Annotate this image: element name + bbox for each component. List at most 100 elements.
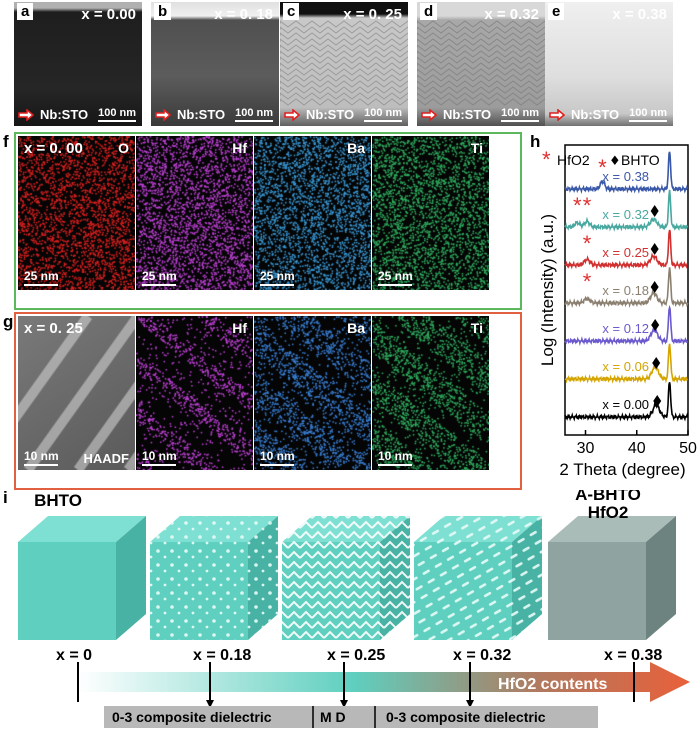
- scale-bar: 25 nm: [142, 269, 177, 286]
- xrd-series: x = 0.25 *: [564, 229, 688, 270]
- cube-texture: [150, 542, 248, 640]
- scale-bar-label: 10 nm: [24, 449, 59, 463]
- tem-texture: [280, 20, 408, 106]
- eds-noise: [18, 136, 135, 290]
- cube-texture: [282, 542, 380, 640]
- scale-bar-label: 100 nm: [364, 107, 402, 119]
- cube-texture: [150, 516, 278, 542]
- x-tick-label: 30: [577, 440, 595, 457]
- scale-bar: 100 nm: [364, 107, 402, 122]
- eds-noise: [372, 316, 489, 470]
- region-bar: [104, 706, 598, 728]
- tick-label: x = 0: [56, 647, 92, 664]
- hfo2-content-axis: HfO2 contents x = 0 x = 0.18 x = 0.25 x = 0.…: [56, 647, 690, 728]
- cube-texture: [248, 516, 278, 640]
- tick-arrowhead: [466, 700, 474, 708]
- element-label: Hf: [232, 140, 247, 156]
- eds-map-ti: Ti 10 nm: [372, 316, 489, 470]
- tem-panel-d: d x = 0.32 Nb:STO 100 nm: [417, 2, 545, 126]
- cube-face: [18, 542, 116, 640]
- x-label: x = 0.00: [81, 6, 136, 23]
- panel-letter-f: f: [3, 132, 9, 151]
- axis-tick: x = 0: [56, 647, 92, 702]
- panel-letter-i: i: [3, 488, 8, 507]
- series-label: x = 0.25: [602, 245, 649, 260]
- eds-map-hf: Hf 10 nm: [136, 316, 253, 470]
- cube-texture: [512, 516, 542, 640]
- cube-texture: [282, 516, 410, 542]
- arrow-label: HfO2 contents: [498, 676, 607, 693]
- scale-bar: 100 nm: [501, 107, 539, 122]
- scale-bar-label: 100 nm: [629, 107, 667, 119]
- hfo2-marker: *: [583, 269, 592, 294]
- scale-bar-label: 10 nm: [142, 449, 177, 463]
- scale-bar-label: 10 nm: [378, 449, 413, 463]
- hfo2-marker: *: [583, 193, 592, 218]
- scale-bar: 100 nm: [235, 107, 273, 122]
- xrd-line: [564, 343, 689, 384]
- series-label: x = 0.06: [602, 359, 649, 374]
- scale-bar: 25 nm: [24, 269, 59, 286]
- series-label: x = 0.12: [602, 321, 649, 336]
- scale-bar-label: 100 nm: [98, 107, 136, 119]
- panel-letter-a: a: [17, 3, 34, 20]
- scale-bar: 10 nm: [260, 449, 295, 466]
- cube-face: [548, 516, 676, 542]
- scale-bar-line: [142, 284, 176, 286]
- scale-bar-label: 100 nm: [501, 107, 539, 119]
- eds-frame-f: [14, 132, 522, 310]
- cube-texture: [380, 516, 410, 640]
- x-label: x = 0. 25: [343, 6, 402, 23]
- cube-face: [18, 516, 146, 542]
- tem-panel-e: e x = 0.38 Nb:STO 100 nm: [545, 2, 673, 126]
- scale-bar-line: [378, 464, 412, 466]
- xrd-legend: * HfO2 ♦ BHTO: [542, 147, 660, 172]
- element-label: Ti: [470, 320, 483, 336]
- scale-bar-line: [235, 120, 273, 122]
- xrd-axes: 30 40 50 2 Theta (degree) Log (Intensity) (a…: [538, 144, 697, 479]
- bhto-marker: [653, 395, 662, 407]
- panel-letter-c: c: [283, 3, 300, 20]
- substrate-label: Nb:STO: [443, 107, 492, 122]
- cube-texture: [414, 542, 512, 640]
- xrd-series: x = 0.18 *: [564, 267, 689, 309]
- tem-texture: [417, 20, 545, 106]
- substrate-label: Nb:STO: [306, 107, 355, 122]
- substrate-label: Nb:STO: [571, 107, 620, 122]
- cube-1: BHTO: [18, 491, 146, 640]
- legend-hfo2-label: HfO2: [557, 152, 590, 168]
- scale-bar: 25 nm: [260, 269, 295, 286]
- composition-label: x = 0. 00: [24, 140, 83, 157]
- tick-label: x = 0.32: [453, 647, 511, 664]
- xrd-chart: 30 40 50 2 Theta (degree) Log (Intensity) (a…: [538, 144, 697, 479]
- tick-arrowhead: [206, 700, 214, 708]
- eds-frame-g: [14, 312, 522, 490]
- series-label: x = 0.18: [602, 283, 649, 298]
- hfo2-arrow: [78, 662, 690, 702]
- panel-letter-d: d: [420, 3, 438, 20]
- eds-noise: [136, 136, 253, 290]
- panel-letter-e: e: [548, 3, 565, 20]
- tem-panel-a: a x = 0.00 Nb:STO 100 nm: [14, 2, 142, 126]
- series-label: x = 0.38: [602, 169, 649, 184]
- substrate-label: Nb:STO: [177, 107, 226, 122]
- tick-label: x = 0.18: [193, 647, 251, 664]
- cube-face: [548, 542, 646, 640]
- tick-arrowhead: [340, 700, 348, 708]
- xrd-series: x = 0.12: [564, 304, 689, 347]
- bhto-marker: [650, 243, 659, 255]
- legend-hfo2-symbol: *: [542, 147, 551, 172]
- xrd-series: x = 0.38*: [564, 151, 689, 195]
- scale-bar: 10 nm: [24, 449, 59, 466]
- axis-tick: x = 0.18: [193, 647, 251, 708]
- panel-letter-g: g: [3, 312, 14, 331]
- cube-label: BHTO: [34, 491, 82, 510]
- bhto-marker: [651, 319, 660, 331]
- legend-bhto-symbol: ♦: [609, 154, 621, 169]
- eds-noise: [254, 136, 371, 290]
- x-tick-label: 50: [679, 440, 697, 457]
- red-arrow-icon: [421, 108, 438, 122]
- element-label: Ba: [347, 320, 365, 336]
- x-tick-label: 40: [628, 440, 646, 457]
